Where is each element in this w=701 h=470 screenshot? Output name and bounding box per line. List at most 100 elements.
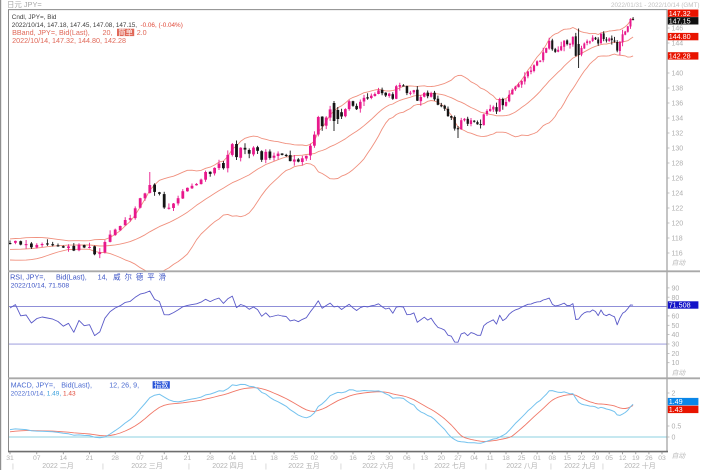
svg-text:147.15: 147.15 <box>669 16 691 25</box>
svg-text:30: 30 <box>385 455 393 462</box>
svg-text:130: 130 <box>672 146 684 153</box>
svg-text:0.5: 0.5 <box>672 424 682 431</box>
svg-text:自动: 自动 <box>672 452 687 460</box>
svg-text:|: | <box>188 463 190 470</box>
svg-text:10: 10 <box>672 360 680 367</box>
svg-text:日元 JPY=: 日元 JPY= <box>7 0 42 9</box>
svg-text:04: 04 <box>229 455 237 462</box>
svg-text:122: 122 <box>672 206 684 213</box>
svg-text:128: 128 <box>672 161 684 168</box>
svg-text:132: 132 <box>672 131 684 138</box>
svg-text:|: | <box>265 463 267 470</box>
svg-text:138: 138 <box>672 86 684 93</box>
svg-text:19: 19 <box>632 455 640 462</box>
svg-text:134: 134 <box>672 116 684 123</box>
svg-text:08: 08 <box>549 455 557 462</box>
svg-text:21: 21 <box>86 455 94 462</box>
svg-text:29: 29 <box>592 455 600 462</box>
svg-text:31: 31 <box>6 455 14 462</box>
svg-text:30: 30 <box>672 342 680 349</box>
svg-text:14,: 14, <box>98 273 108 282</box>
svg-text:01: 01 <box>533 455 541 462</box>
svg-text:23: 23 <box>368 455 376 462</box>
svg-text:07: 07 <box>136 455 144 462</box>
svg-text:04: 04 <box>470 455 478 462</box>
svg-text:02: 02 <box>311 455 319 462</box>
svg-text:自动: 自动 <box>672 259 687 267</box>
svg-text:0: 0 <box>672 435 676 442</box>
svg-text:|: | <box>550 463 552 470</box>
svg-text:11: 11 <box>487 455 494 462</box>
svg-text:25: 25 <box>518 455 526 462</box>
svg-text:|: | <box>602 463 604 470</box>
svg-text:80: 80 <box>672 295 680 302</box>
svg-text:27: 27 <box>454 455 462 462</box>
svg-text:威尔德平滑: 威尔德平滑 <box>113 273 170 282</box>
svg-text:142.28: 142.28 <box>669 52 691 61</box>
svg-text:11: 11 <box>250 455 257 462</box>
svg-text:2022 八月: 2022 八月 <box>506 462 538 470</box>
svg-text:|: | <box>12 463 14 470</box>
svg-text:15: 15 <box>563 455 571 462</box>
svg-text:14: 14 <box>160 455 168 462</box>
svg-text:07: 07 <box>33 455 41 462</box>
svg-text:|: | <box>485 463 487 470</box>
svg-text:|: | <box>102 463 104 470</box>
svg-text:MACD, JPY=,: MACD, JPY=, <box>11 381 56 390</box>
svg-text:12: 12 <box>619 455 627 462</box>
svg-text:2022/10/14, 1.49, 1.43: 2022/10/14, 1.49, 1.43 <box>11 391 76 398</box>
svg-text:2: 2 <box>672 391 676 398</box>
svg-text:1.49: 1.49 <box>669 397 683 406</box>
svg-text:09: 09 <box>330 455 338 462</box>
svg-text:118: 118 <box>672 236 683 243</box>
svg-text:2022/10/14, 147.32, 144.80, 14: 2022/10/14, 147.32, 144.80, 142.28 <box>12 36 126 45</box>
svg-text:140: 140 <box>672 71 684 78</box>
svg-text:2022 五月: 2022 五月 <box>288 462 320 470</box>
svg-text:|: | <box>340 463 342 470</box>
svg-text:20: 20 <box>438 455 446 462</box>
svg-text:Cndl, JPY=, Bid: Cndl, JPY=, Bid <box>12 14 57 21</box>
svg-text:147.32: 147.32 <box>669 9 691 18</box>
svg-text:Bid(Last),: Bid(Last), <box>61 381 92 390</box>
svg-text:2022 四月: 2022 四月 <box>212 462 244 470</box>
svg-text:2022 六月: 2022 六月 <box>362 461 394 470</box>
svg-text:2022 三月: 2022 三月 <box>131 462 163 470</box>
svg-text:16: 16 <box>349 455 357 462</box>
svg-text:14: 14 <box>60 455 68 462</box>
svg-text:18: 18 <box>502 455 510 462</box>
svg-text:2022 九月: 2022 九月 <box>564 461 596 470</box>
svg-text:06: 06 <box>403 455 411 462</box>
svg-text:2.0: 2.0 <box>137 28 147 37</box>
svg-text:|: | <box>413 463 415 470</box>
svg-text:25: 25 <box>291 455 299 462</box>
svg-text:03: 03 <box>658 455 666 462</box>
svg-text:Bid(Last),: Bid(Last), <box>56 273 87 282</box>
svg-text:116: 116 <box>672 251 683 258</box>
svg-text:2022 十月: 2022 十月 <box>624 461 656 470</box>
svg-text:简单: 简单 <box>118 28 132 37</box>
svg-text:13: 13 <box>421 455 429 462</box>
svg-text:21: 21 <box>184 455 192 462</box>
svg-text:2022 七月: 2022 七月 <box>434 461 466 470</box>
svg-text:136: 136 <box>672 101 684 108</box>
svg-text:50: 50 <box>672 323 680 330</box>
svg-text:28: 28 <box>111 455 119 462</box>
svg-text:2022/10/14, 71.508: 2022/10/14, 71.508 <box>11 283 70 290</box>
svg-text:40: 40 <box>672 332 680 339</box>
svg-text:124: 124 <box>672 191 684 198</box>
svg-text:126: 126 <box>672 176 684 183</box>
svg-text:22: 22 <box>578 455 586 462</box>
svg-text:26: 26 <box>645 455 653 462</box>
svg-text:20,: 20, <box>103 28 113 37</box>
svg-text:2022/01/31 - 2022/10/14 (GMT): 2022/01/31 - 2022/10/14 (GMT) <box>611 2 700 9</box>
svg-text:BBand, JPY=, Bid(Last),: BBand, JPY=, Bid(Last), <box>12 28 90 37</box>
svg-text:12, 26, 9,: 12, 26, 9, <box>109 381 139 390</box>
svg-text:18: 18 <box>270 455 278 462</box>
svg-text:120: 120 <box>672 221 684 228</box>
svg-text:20: 20 <box>672 351 680 358</box>
svg-text:自动: 自动 <box>672 369 687 377</box>
svg-text:指数: 指数 <box>154 381 168 390</box>
svg-text:2022 二月: 2022 二月 <box>42 462 74 470</box>
svg-text:144.80: 144.80 <box>669 32 691 41</box>
svg-text:90: 90 <box>672 285 680 292</box>
